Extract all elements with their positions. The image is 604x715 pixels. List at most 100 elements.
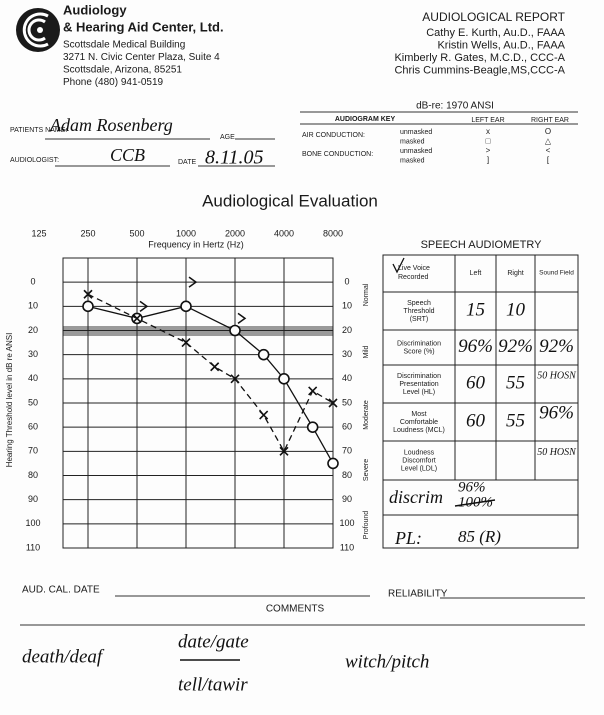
- key-reference: dB-re: 1970 ANSI: [416, 101, 494, 112]
- note: tell/tawir: [178, 674, 248, 695]
- x-tick-label: 1000: [176, 228, 196, 238]
- right-air-point: [257, 348, 270, 361]
- staff-name: Kimberly R. Gates, M.C.D., CCC-A: [394, 52, 565, 64]
- left-air-point: [230, 374, 240, 384]
- cell-value: 96%: [458, 336, 493, 357]
- key-mode: unmasked: [400, 129, 432, 136]
- row-label: Loudness (MCL): [393, 427, 445, 434]
- right-air-point: [327, 457, 339, 470]
- left-air-point: [181, 338, 191, 348]
- y-tick-label: 100: [25, 518, 40, 528]
- table-title: SPEECH AUDIOMETRY: [421, 239, 542, 251]
- y-tick-label: 50: [342, 397, 352, 407]
- y-tick-label: 0: [344, 277, 349, 287]
- row-label: Threshold: [403, 308, 434, 315]
- y-tick-label: 0: [30, 277, 35, 287]
- y-axis-label: Hearing Threshold level in dB re ANSI: [5, 333, 14, 468]
- row-label: Most: [411, 411, 426, 418]
- right-air-point: [82, 300, 94, 313]
- left-air-point: [259, 410, 269, 420]
- logo: [16, 8, 60, 52]
- key-title: AUDIOGRAM KEY: [335, 116, 396, 123]
- note: date/gate: [178, 631, 249, 652]
- handwritten-label: discrim: [389, 487, 443, 507]
- x-tick-label: 500: [129, 228, 144, 238]
- cell-value: 10: [506, 299, 526, 320]
- key-symbol: □: [486, 137, 491, 146]
- key-symbol: x: [486, 127, 490, 136]
- x-axis-label: Frequency in Hertz (Hz): [148, 239, 244, 249]
- label: PATIENTS NAME:: [10, 127, 67, 134]
- key-label: AIR CONDUCTION:: [302, 132, 365, 139]
- y-tick-label: 40: [342, 373, 352, 383]
- right-air-point: [278, 373, 290, 385]
- key-symbol: △: [545, 137, 552, 146]
- mode-label: Recorded: [398, 274, 428, 281]
- handwritten-label: PL:: [394, 528, 422, 548]
- label: DATE: [178, 159, 196, 166]
- left-air-point: [328, 398, 338, 408]
- y-tick-label: 70: [342, 446, 352, 456]
- x-tick-label: 8000: [323, 228, 343, 238]
- x-tick-label: 4000: [274, 228, 294, 238]
- key-column: RIGHT EAR: [531, 117, 569, 124]
- staff-name: Chris Cummins-Beagle,MS,CCC-A: [394, 64, 565, 76]
- y-tick-label: 100: [339, 518, 354, 528]
- left-air-point: [132, 313, 142, 323]
- key-symbol: O: [545, 127, 551, 136]
- left-air-point: [308, 386, 318, 396]
- cell-value: 50 HOSN: [537, 447, 577, 458]
- row-label: Level (HL): [403, 389, 435, 396]
- y-tick-label: 90: [342, 494, 352, 504]
- strike: [454, 499, 496, 507]
- row-label: Loudness: [404, 449, 435, 456]
- key-mode: masked: [400, 138, 425, 145]
- cell-value: 50 HOSN: [537, 370, 577, 381]
- key-column: LEFT EAR: [471, 117, 504, 124]
- address-line: Scottsdale, Arizona, 85251: [63, 65, 182, 76]
- cell-value: 92%: [539, 336, 574, 357]
- note: death/deaf: [22, 646, 105, 667]
- y-tick-label: 10: [342, 301, 352, 311]
- right-air-point: [229, 324, 241, 337]
- column-header: Right: [507, 270, 523, 277]
- column-header: Sound Field: [539, 270, 574, 277]
- left-bone-point: [188, 276, 198, 288]
- audiogram-title: Audiological Evaluation: [202, 191, 378, 210]
- mode-label: Live Voice: [398, 265, 430, 272]
- handwritten-value: 85 (R): [458, 527, 501, 546]
- note: witch/pitch: [345, 651, 429, 672]
- y-tick-label: 20: [342, 325, 352, 335]
- handwritten-value: 96%: [458, 479, 486, 495]
- y-tick-label: 110: [340, 542, 354, 552]
- y-tick-label: 50: [28, 397, 38, 407]
- cell-value: 55: [506, 372, 525, 393]
- row-label: Presentation: [399, 381, 438, 388]
- address-line: 3271 N. Civic Center Plaza, Suite 4: [63, 52, 220, 63]
- key-mode: unmasked: [400, 148, 432, 155]
- y-tick-label: 70: [28, 446, 38, 456]
- cell-value: 15: [466, 299, 485, 320]
- threshold-line: [87, 305, 334, 464]
- x-tick-label: 2000: [225, 228, 245, 238]
- speech-audiometry: SPEECH AUDIOMETRY Live Voice Recorded Left R…: [382, 239, 579, 549]
- left-air-point: [279, 446, 289, 456]
- left-bone-point: [139, 300, 149, 312]
- address-line: Phone (480) 941-0519: [63, 77, 164, 88]
- y-tick-label: 80: [28, 470, 38, 480]
- audiogram: 0 0 10 10 20 20 30 30 40 40 50 50 60 60 70 70 80 80 90 90 10…: [25, 228, 369, 552]
- table-frame: [382, 254, 579, 549]
- audiologist: CCB: [110, 145, 145, 165]
- degree-label: Profound: [363, 511, 370, 540]
- column-header: Left: [470, 270, 482, 277]
- checkmark: [392, 257, 405, 274]
- label: RELIABILITY: [388, 589, 448, 600]
- y-tick-label: 30: [28, 349, 38, 359]
- date: 8.11.05: [205, 147, 264, 169]
- key-symbol: ]: [487, 156, 489, 165]
- key-symbol: <: [546, 146, 551, 155]
- y-tick-label: 60: [342, 422, 352, 432]
- row-label: Comfortable: [400, 419, 438, 426]
- y-tick-label: 40: [28, 373, 38, 383]
